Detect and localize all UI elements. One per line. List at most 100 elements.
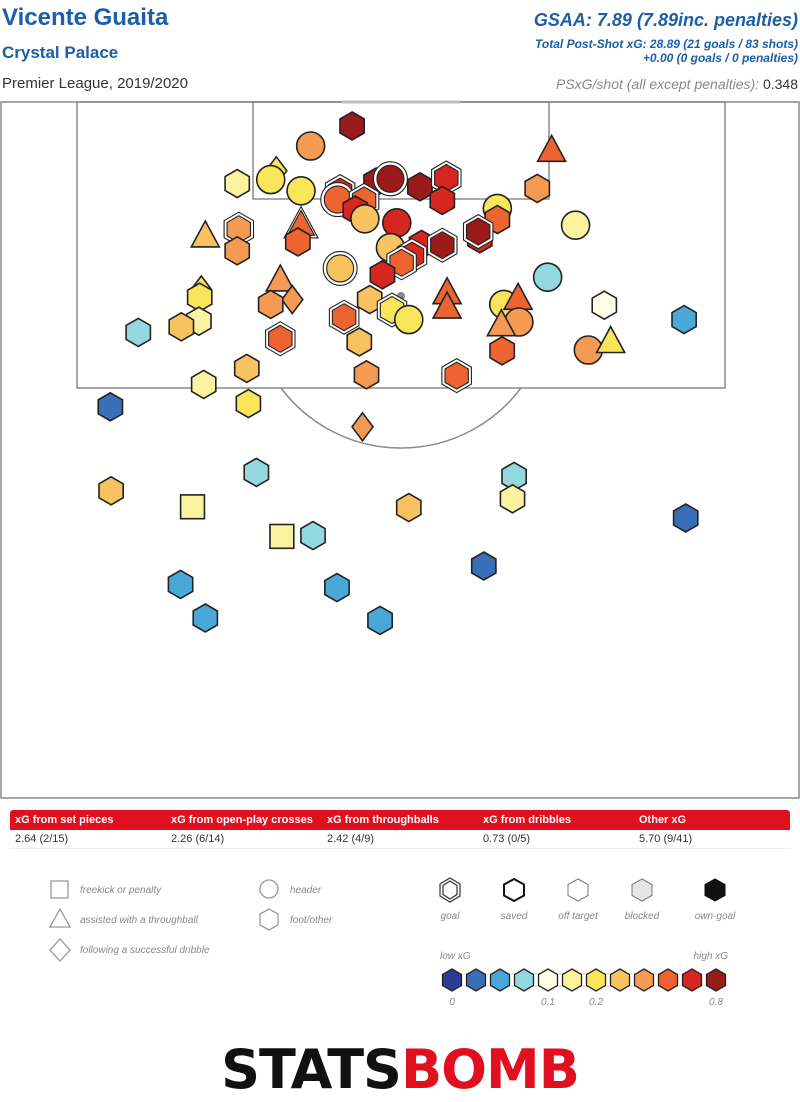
- shot-marker: [339, 111, 366, 141]
- shot-marker: [532, 262, 563, 293]
- shot-marker: [179, 494, 206, 520]
- psxg-per-shot-value: 0.348: [762, 76, 798, 92]
- shot-marker: [322, 250, 358, 286]
- legend-blocked-icon: [631, 878, 653, 902]
- shot-point: [97, 391, 124, 422]
- legend-triangle-icon: [48, 907, 72, 928]
- shot-point: [286, 176, 316, 206]
- shot-marker: [189, 219, 221, 248]
- scale-swatch: [681, 968, 703, 992]
- gsaa-value: GSAA: 7.89 (7.89inc. penalties): [533, 10, 798, 30]
- legend-throughball-label: assisted with a throughball: [80, 915, 199, 926]
- shot-marker: [524, 173, 551, 204]
- shot-point: [339, 111, 366, 141]
- shot-marker: [233, 353, 260, 384]
- shot-point: [356, 284, 383, 315]
- shot-point: [470, 551, 497, 581]
- table-row: 2.64 (2/15) 2.26 (6/14) 2.42 (4/9) 0.73 …: [10, 830, 790, 849]
- penalty-arc: [280, 387, 522, 449]
- xg-summary-table: xG from set pieces xG from open-play cro…: [10, 810, 790, 849]
- legend-hexagon-icon: [259, 908, 279, 931]
- shot-marker: [393, 304, 424, 335]
- shot-point: [382, 208, 412, 238]
- shot-marker: [499, 483, 526, 514]
- legend-saved-label: saved: [501, 911, 528, 922]
- legend-high-xg-label: high xG: [694, 951, 729, 962]
- psxg-per-shot-label: PSxG/shot (all except penalties):: [555, 76, 760, 92]
- shot-marker: [356, 284, 383, 315]
- shot-marker: [284, 227, 311, 257]
- shot-marker: [125, 317, 152, 348]
- shot-marker: [489, 335, 516, 366]
- shot-marker: [280, 284, 304, 315]
- shot-marker: [167, 569, 194, 600]
- legend-own-goal-icon: [704, 878, 726, 902]
- shot-marker: [350, 204, 380, 234]
- header-set-pieces: xG from set pieces: [15, 814, 114, 826]
- scale-swatch: [537, 968, 559, 992]
- value-set-pieces: 2.64 (2/15): [15, 833, 69, 845]
- scale-swatch: [513, 968, 535, 992]
- shot-marker: [243, 457, 270, 488]
- legend-blocked-label: blocked: [625, 911, 660, 922]
- shot-marker: [441, 357, 472, 394]
- value-dribbles: 0.73 (0/5): [483, 833, 531, 845]
- shot-marker: [286, 176, 316, 206]
- shot-point: [323, 572, 350, 603]
- shot-marker: [97, 391, 124, 422]
- shot-point: [189, 219, 221, 248]
- shot-point: [257, 289, 284, 320]
- shot-marker: [395, 492, 422, 523]
- header-other: Other xG: [639, 814, 687, 826]
- shot-marker: [223, 211, 255, 247]
- shot-point: [560, 210, 591, 240]
- legend-freekick-label: freekick or penalty: [80, 885, 162, 896]
- legend-tick-0: 0: [449, 997, 455, 1008]
- legend-saved-icon: [503, 877, 525, 903]
- shot-point: [235, 388, 262, 419]
- xg-color-scale: [441, 968, 727, 992]
- shot-point: [224, 235, 251, 266]
- shot-marker: [168, 311, 195, 342]
- legend-off-target-label: off target: [558, 911, 599, 922]
- shot-point: [190, 369, 217, 400]
- shot-point: [326, 254, 355, 283]
- legend-dribble-label: following a successful dribble: [80, 945, 210, 956]
- shot-marker: [406, 171, 433, 202]
- header-dribbles: xG from dribbles: [483, 814, 572, 826]
- legend-diamond-icon: [49, 938, 71, 962]
- scale-swatch: [609, 968, 631, 992]
- shot-marker: [372, 161, 408, 197]
- shot-point: [280, 284, 304, 315]
- shot-point: [430, 231, 455, 260]
- shot-marker: [591, 290, 618, 321]
- shot-point: [499, 483, 526, 514]
- shot-marker: [350, 411, 374, 443]
- shot-marker: [595, 324, 627, 354]
- shot-marker: [462, 213, 494, 250]
- legend-tick-0-8: 0.8: [709, 997, 723, 1008]
- shot-point: [331, 303, 357, 332]
- shots-layer: [97, 111, 699, 636]
- shot-point: [524, 173, 551, 204]
- shot-marker: [300, 520, 326, 551]
- legend-off-target-icon: [567, 878, 589, 902]
- shot-marker: [382, 208, 412, 238]
- shot-marker: [224, 168, 251, 199]
- shot-point: [233, 353, 260, 384]
- shot-point: [125, 317, 152, 348]
- player-name: Vicente Guaita: [2, 4, 169, 31]
- shot-point: [268, 324, 293, 353]
- shot-point: [255, 164, 286, 195]
- shot-marker: [431, 290, 463, 319]
- scale-swatch: [441, 968, 463, 992]
- shot-marker: [323, 572, 350, 603]
- shot-point: [465, 217, 491, 246]
- legend-goal-label: goal: [441, 911, 461, 922]
- scale-swatch: [705, 968, 727, 992]
- scale-swatch: [489, 968, 511, 992]
- shot-marker: [224, 235, 251, 266]
- shot-point: [243, 457, 270, 488]
- shot-marker: [192, 603, 219, 633]
- scale-swatch: [561, 968, 583, 992]
